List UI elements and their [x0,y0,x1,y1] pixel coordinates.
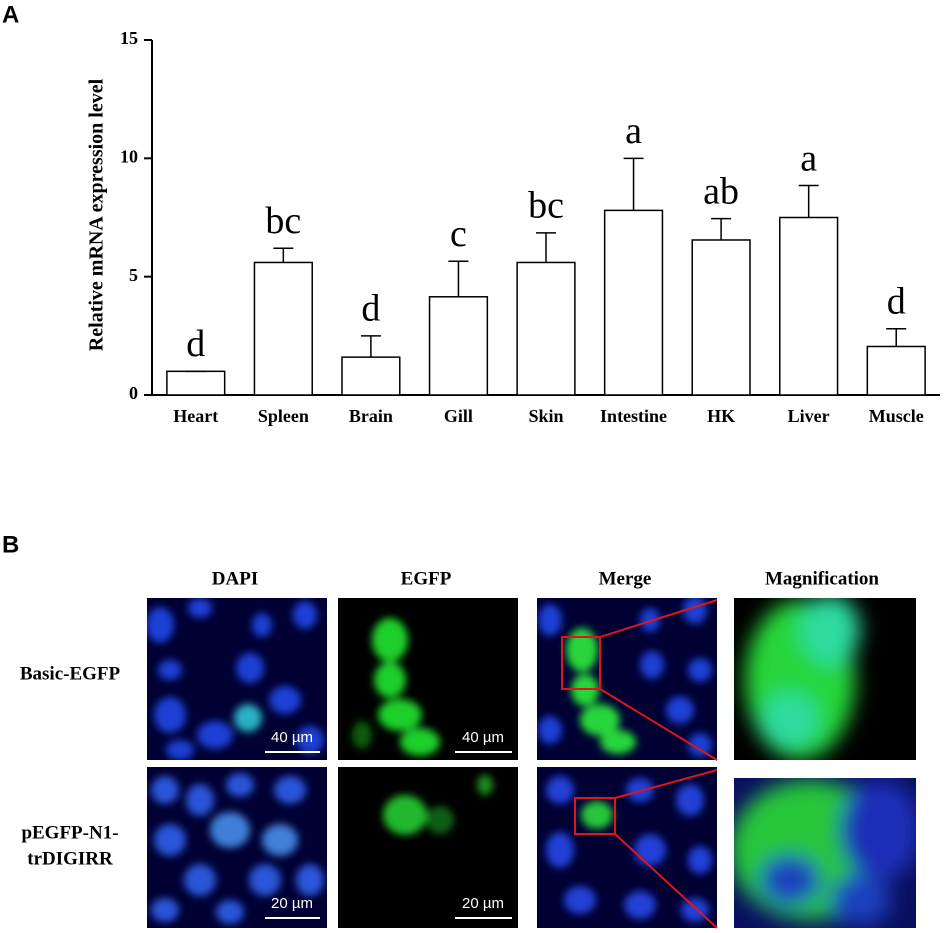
bar [253,261,313,396]
bar [428,296,489,396]
scale-bar-label: 20 µm [462,895,504,912]
x-tick-label: Liver [788,406,830,426]
error-bar [711,217,732,240]
error-bar [536,232,556,263]
significance-letter: bc [265,200,301,242]
error-bar [798,184,819,218]
row-label: Basic-EGFP [20,663,121,684]
x-tick-label: Muscle [869,406,924,426]
bar [866,345,926,396]
error-bar [886,327,907,347]
y-tick-label: 0 [129,383,138,403]
y-axis-label: Relative mRNA expression level [86,78,108,351]
y-tick-label: 10 [120,146,138,166]
column-label: Merge [599,568,652,589]
error-bar [448,260,469,297]
bar [603,209,664,396]
bar [166,370,226,396]
x-tick-label: Heart [173,406,218,426]
micrographs [147,598,916,929]
error-bar [623,157,644,211]
panel-label: B [2,531,19,558]
significance-letter: d [186,323,205,365]
bar [341,356,401,396]
bar [516,261,576,396]
scale-bar-label: 20 µm [271,895,313,912]
error-bar [360,335,381,358]
row-label: trDIGIRR [27,848,113,869]
x-tick-label: Intestine [600,406,667,426]
column-label: EGFP [401,568,452,589]
significance-letter: d [887,280,906,322]
x-tick-label: HK [707,406,735,426]
row-label: pEGFP-N1- [21,822,118,843]
bar [691,239,751,396]
panel-label: A [2,1,19,28]
y-tick-label: 5 [129,265,138,285]
column-label: DAPI [212,568,258,589]
x-tick-label: Skin [528,406,563,426]
scale-bar-label: 40 µm [271,729,313,746]
column-label: Magnification [765,568,879,589]
significance-letter: a [800,137,817,179]
significance-letter: a [625,110,642,152]
significance-letter: d [361,288,380,330]
x-tick-label: Spleen [258,406,309,426]
significance-letter: ab [703,170,739,212]
y-tick-label: 15 [120,28,138,48]
bar-chart: 0 5 10 15 Heart d Spleen bc Brain d Gill c Skin bc Int… [120,28,940,426]
x-tick-label: Brain [349,406,393,426]
scale-bar-label: 40 µm [462,729,504,746]
significance-letter: bc [528,185,564,227]
significance-letter: c [450,213,467,255]
error-bar [273,247,294,263]
x-tick-label: Gill [444,406,473,426]
bar [779,216,839,396]
